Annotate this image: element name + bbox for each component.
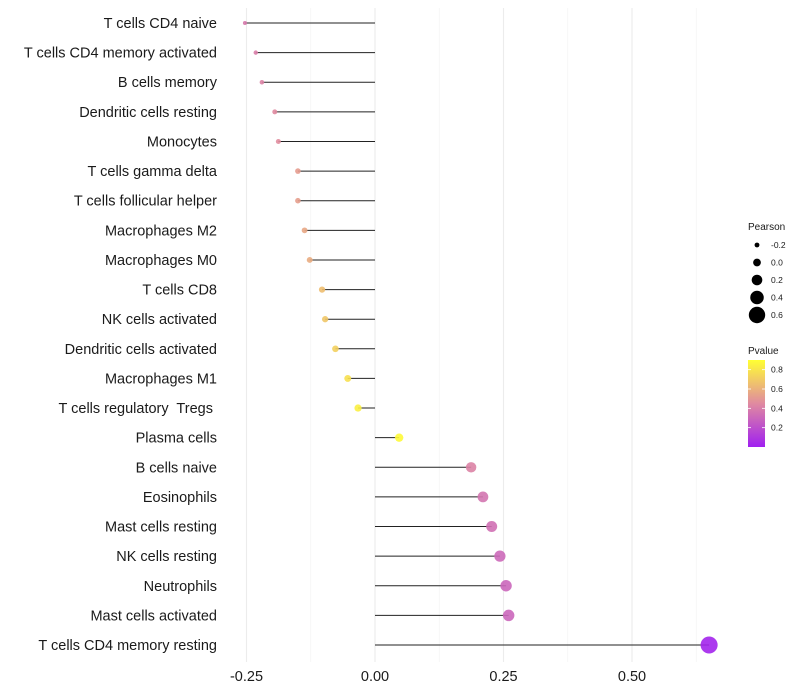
size-legend-key: [750, 290, 764, 305]
lollipop-point: [477, 491, 489, 503]
color-legend-label: 0.4: [771, 403, 783, 413]
lollipop-point: [318, 286, 326, 293]
x-tick-label: 0.50: [618, 669, 646, 685]
y-tick-label: Macrophages M2: [105, 223, 217, 239]
lollipop-point: [295, 197, 301, 204]
y-tick-label: Monocytes: [147, 134, 217, 150]
size-legend-key: [754, 242, 760, 248]
size-legend-key: [753, 258, 761, 267]
color-legend-bar: [748, 360, 765, 447]
lollipop-points: [242, 20, 718, 654]
size-legend-label: 0.6: [771, 310, 783, 320]
color-legend-label: 0.6: [771, 384, 783, 394]
lollipop-point: [494, 550, 506, 562]
color-legend: Pvalue 0.8 0.6 0.4 0.2: [748, 346, 783, 447]
lollipop-stems: [244, 22, 710, 646]
color-legend-label: 0.2: [771, 423, 783, 433]
x-tick-label: 0.00: [361, 669, 389, 685]
y-tick-label: NK cells activated: [102, 312, 217, 328]
x-tick-label: 0.25: [489, 669, 517, 685]
size-legend-key: [751, 274, 763, 286]
grid-lines: [245, 8, 697, 662]
y-tick-label: B cells memory: [118, 75, 218, 91]
lollipop-point: [321, 316, 329, 323]
lollipop-point: [354, 404, 362, 412]
lollipop-point: [259, 79, 265, 85]
y-tick-label: B cells naive: [136, 460, 217, 476]
color-legend-label: 0.8: [771, 365, 783, 375]
lollipop-point: [306, 256, 313, 263]
lollipop-point: [253, 50, 258, 55]
y-tick-label: Mast cells resting: [105, 520, 217, 536]
lollipop-point: [700, 636, 718, 654]
x-axis-ticks: -0.25 0.00 0.25 0.50: [230, 669, 646, 685]
lollipop-point: [500, 580, 512, 592]
size-legend-label: 0.4: [771, 293, 783, 303]
size-legend: Pearson -0.2 0.0 0.2 0.4 0.6: [748, 222, 786, 324]
y-tick-label: Neutrophils: [144, 579, 217, 595]
lollipop-point: [465, 462, 477, 473]
y-tick-label: T cells CD4 naive: [104, 16, 217, 32]
y-tick-label: T cells CD8: [142, 283, 217, 299]
y-tick-label: Mast cells activated: [90, 608, 217, 624]
y-tick-label: Dendritic cells activated: [65, 342, 217, 358]
size-legend-key: [748, 306, 766, 324]
lollipop-point: [295, 168, 301, 174]
y-tick-label: T cells CD4 memory resting: [38, 638, 217, 654]
x-tick-label: -0.25: [230, 669, 263, 685]
size-legend-label: -0.2: [771, 240, 786, 250]
y-tick-label: T cells follicular helper: [74, 194, 217, 210]
y-tick-label: T cells CD4 memory activated: [24, 46, 217, 62]
y-tick-label: Eosinophils: [143, 490, 217, 506]
size-legend-title: Pearson: [748, 222, 785, 233]
lollipop-point: [272, 109, 278, 115]
size-legend-label: 0.2: [771, 275, 783, 285]
lollipop-point: [301, 227, 308, 234]
lollipop-point: [394, 433, 404, 442]
y-tick-label: NK cells resting: [116, 549, 217, 565]
y-tick-label: Macrophages M0: [105, 253, 217, 269]
size-legend-label: 0.0: [771, 258, 783, 268]
lollipop-point: [486, 521, 498, 533]
y-tick-label: T cells gamma delta: [88, 164, 218, 180]
y-tick-label: Dendritic cells resting: [79, 105, 217, 121]
y-tick-label: T cells regulatory Tregs: [59, 401, 218, 417]
lollipop-point: [344, 374, 352, 382]
y-tick-label: Macrophages M1: [105, 371, 217, 387]
y-tick-label: Plasma cells: [136, 431, 217, 447]
y-axis-labels: T cells CD4 naive T cells CD4 memory acti…: [24, 16, 218, 654]
lollipop-point: [502, 609, 515, 622]
lollipop-point: [332, 345, 339, 353]
lollipop-point: [275, 138, 281, 144]
lollipop-point: [242, 20, 248, 26]
color-legend-title: Pvalue: [748, 346, 779, 357]
